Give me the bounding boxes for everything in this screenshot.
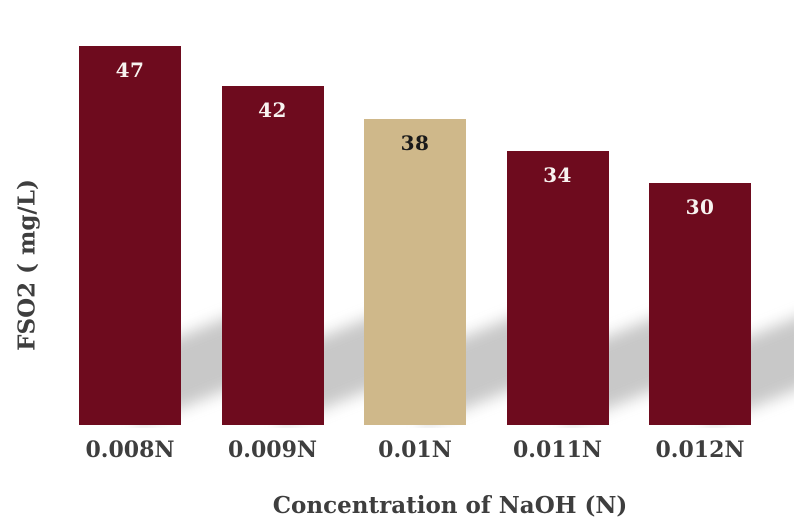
plot-area: 47 42 38 34 30 — [79, 46, 794, 425]
y-axis-title: FSO2 ( mg/L) — [13, 179, 41, 351]
x-tick-0.01N: 0.01N — [378, 437, 452, 463]
bar-value-label: 42 — [258, 98, 287, 123]
bar-value-label: 47 — [115, 58, 145, 83]
bar-0.008N: 47 — [79, 46, 181, 425]
x-tick-0.009N: 0.009N — [228, 437, 317, 463]
x-axis-title: Concentration of NaOH (N) — [272, 492, 628, 519]
bar-0.009N: 42 — [221, 86, 324, 425]
bar-value-label: 30 — [685, 195, 715, 220]
bar-0.012N: 30 — [649, 183, 751, 425]
x-tick-0.008N: 0.008N — [85, 437, 175, 463]
x-tick-0.011N: 0.011N — [513, 437, 602, 463]
bar-value-label: 34 — [543, 162, 572, 187]
x-tick-0.012N: 0.012N — [655, 437, 745, 463]
bar-value-label: 38 — [400, 130, 430, 155]
bar-0.011N: 34 — [506, 150, 609, 425]
bar-0.01N: 38 — [364, 118, 466, 425]
